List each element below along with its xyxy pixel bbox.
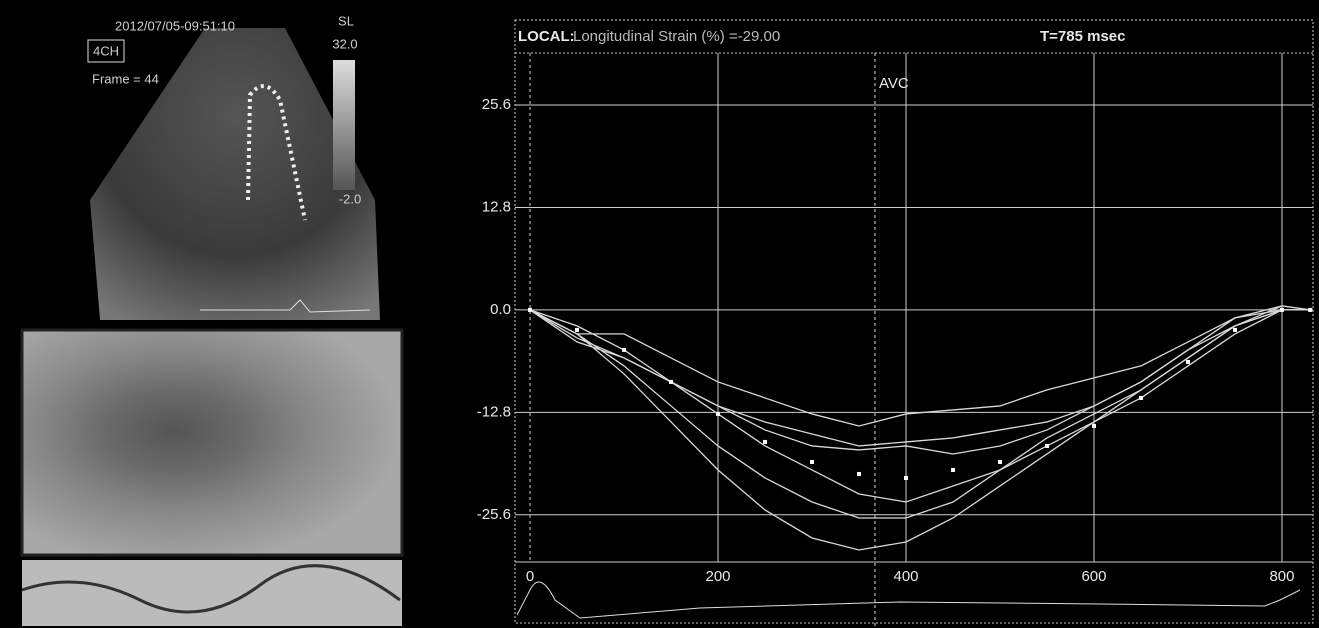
data-point — [622, 348, 626, 352]
x-tick-label: 200 — [706, 568, 731, 585]
strain-curve — [530, 310, 1310, 446]
y-tick-label: 0.0 — [490, 301, 511, 318]
x-tick-label: 600 — [1081, 568, 1106, 585]
x-tick-label: 400 — [893, 568, 918, 585]
data-point — [716, 412, 720, 416]
frame-label: Frame = 44 — [92, 71, 159, 86]
data-point — [1233, 328, 1237, 332]
y-tick-label: 12.8 — [482, 198, 511, 215]
data-point — [1045, 444, 1049, 448]
data-point — [951, 468, 955, 472]
data-point — [1092, 424, 1096, 428]
y-tick-label: -25.6 — [477, 506, 511, 523]
view-label: 4CH — [93, 43, 119, 58]
data-point — [1280, 308, 1284, 312]
data-point — [763, 440, 767, 444]
x-tick-label: 0 — [526, 568, 534, 585]
y-tick-label: 25.6 — [482, 96, 511, 113]
ecg-trace — [517, 582, 1300, 618]
strain-map — [22, 330, 402, 626]
data-point — [904, 476, 908, 480]
data-point — [1308, 308, 1312, 312]
data-point — [669, 380, 673, 384]
screen: 2012/07/05-09:51:10 4CH Frame = 44 SL 32… — [0, 0, 1319, 628]
strain-curve — [530, 306, 1310, 454]
header-time: T=785 msec — [1040, 28, 1125, 45]
chart-frame — [515, 20, 1313, 623]
annotation: AVC — [879, 75, 909, 92]
data-point — [528, 308, 532, 312]
scale-min: -2.0 — [339, 191, 361, 206]
strain-curve — [530, 310, 1310, 426]
data-point — [1186, 360, 1190, 364]
data-point — [998, 460, 1002, 464]
y-tick-label: -12.8 — [477, 403, 511, 420]
data-point — [857, 472, 861, 476]
data-point — [810, 460, 814, 464]
scale-name: SL — [338, 13, 354, 28]
data-point — [1139, 396, 1143, 400]
x-tick-label: 800 — [1269, 568, 1294, 585]
scale-max: 32.0 — [332, 36, 357, 51]
data-point — [575, 328, 579, 332]
header-label: LOCAL: — [518, 28, 575, 45]
timestamp: 2012/07/05-09:51:10 — [115, 18, 235, 33]
header-measure: Longitudinal Strain (%) =-29.00 — [573, 28, 780, 45]
strain-curve — [530, 310, 1310, 518]
page: {"echo_panel":{"timestamp":"2012/07/05-0… — [0, 0, 1319, 628]
